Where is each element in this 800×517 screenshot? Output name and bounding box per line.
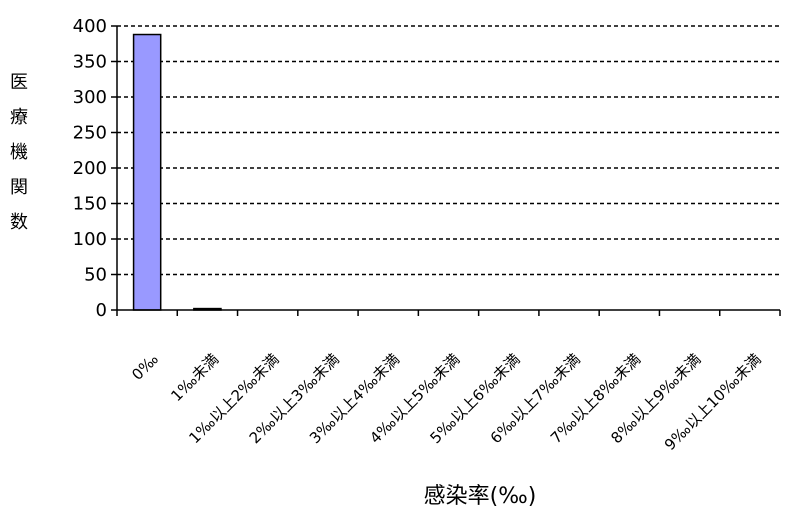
- y-tick-label: 0: [96, 300, 107, 321]
- y-tick-label: 250: [73, 123, 107, 144]
- y-axis-title-char: 機: [10, 142, 28, 163]
- y-tick-label: 300: [73, 87, 107, 108]
- y-tick-label: 150: [73, 194, 107, 215]
- y-tick-label: 100: [73, 229, 107, 250]
- y-axis-title-char: 療: [10, 107, 28, 128]
- grid-layer: [117, 26, 780, 275]
- y-tick-label: 50: [84, 265, 107, 286]
- bar: [134, 35, 161, 310]
- x-tick-label: 0‰: [128, 350, 162, 384]
- y-axis-title-char: 関: [10, 177, 28, 198]
- y-tick-label: 350: [73, 52, 107, 73]
- x-tick-label: 1‰未満: [167, 350, 222, 405]
- y-axis-title-char: 医: [10, 72, 28, 93]
- axis-layer: [111, 26, 780, 316]
- y-axis-title-char: 数: [10, 212, 28, 233]
- x-axis-title: 感染率(‰): [424, 484, 537, 509]
- y-tick-label: 400: [73, 16, 107, 37]
- y-tick-label: 200: [73, 158, 107, 179]
- bar-layer: [134, 35, 221, 310]
